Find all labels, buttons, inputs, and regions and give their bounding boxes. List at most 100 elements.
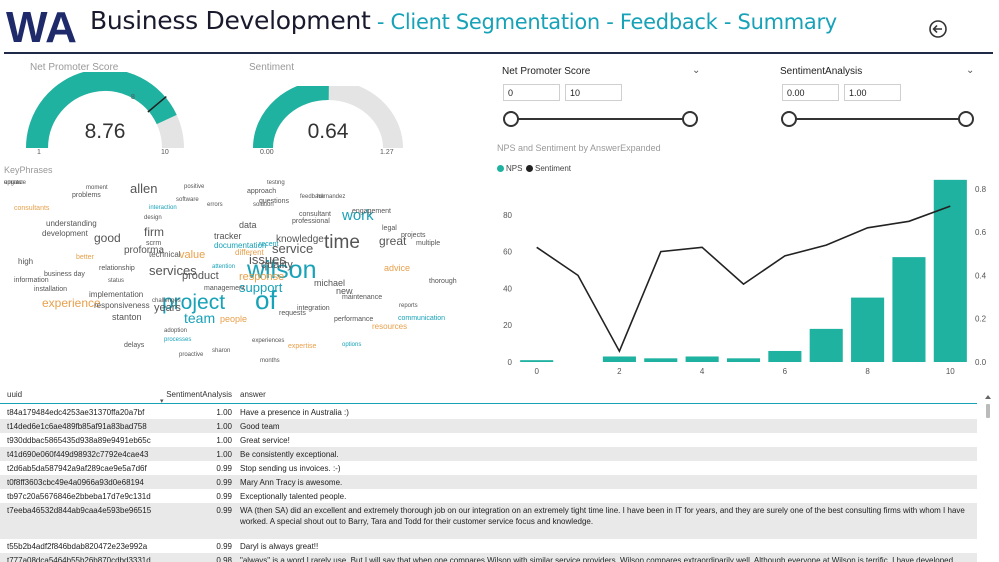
nps-gauge-target-line [147, 96, 167, 113]
sentiment-cell: 1.00 [216, 436, 232, 445]
keyphrase-word: experiences [252, 338, 285, 344]
y-right-tick-label: 0.4 [975, 271, 987, 280]
sentiment-gauge-max: 1.27 [380, 149, 394, 156]
keyphrase-word: reports [399, 303, 418, 309]
answer-cell: WA (then SA) did an excellent and extrem… [240, 506, 965, 526]
keyphrase-word: upgrade [4, 180, 27, 186]
sentiment-line [536, 205, 951, 354]
sentiment-max-input[interactable] [844, 84, 901, 101]
answer-cell: "always" is a word I rarely use. But I w… [240, 556, 954, 562]
keyphrase-word: relationship [99, 265, 135, 272]
table-row[interactable]: t84a179484edc4253ae31370ffa20a7bf 1.00 Hav… [0, 405, 977, 419]
table-row[interactable]: t14ded6e1c6ae489fb85af91a83bad758 1.00 Goo… [0, 419, 977, 433]
keyphrase-word: positive [184, 184, 205, 190]
keyphrase-word: data [239, 220, 257, 230]
keyphrase-word: recent [259, 241, 279, 248]
sentiment-cell: 1.00 [216, 408, 232, 417]
page-title: Business Development - Client Segmentati… [90, 6, 837, 35]
sentiment-slider-track[interactable] [790, 118, 968, 120]
keyphrase-word: knowledge [276, 234, 324, 245]
keyphrase-word: interaction [149, 205, 177, 211]
nps-slider-track[interactable] [512, 118, 690, 120]
table-row[interactable]: tb97c20a5676846e2bbeba17d7e9c131d 0.99 Exc… [0, 489, 977, 503]
sentiment-cell: 0.99 [216, 478, 232, 487]
chevron-down-icon[interactable]: ⌄ [966, 65, 975, 76]
x-tick-label: 6 [783, 367, 788, 376]
x-tick-label: 8 [865, 367, 870, 376]
sentiment-cell: 0.99 [216, 492, 232, 501]
keyphrase-word: feedback [300, 194, 325, 200]
answer-cell: Exceptionally talented people. [240, 492, 347, 501]
keyphrase-word: problems [72, 192, 101, 199]
keyphrase-word: work [342, 207, 374, 224]
keyphrase-word: solution [253, 202, 274, 208]
keyphrase-word: response [239, 271, 285, 283]
sentiment-gauge-fill [253, 86, 330, 149]
sort-desc-icon[interactable]: ▾ [160, 398, 164, 405]
nps-gauge-value: 8.76 [84, 120, 126, 143]
nps-gauge-fill [26, 72, 177, 149]
table-vertical-scrollbar[interactable] [983, 392, 993, 562]
x-tick-label: 2 [617, 367, 622, 376]
keyphrase-word: good [94, 231, 121, 245]
nps-sentiment-chart: 0 20 40 60 80 0.0 0.2 0.4 0.6 0.8 0 2 4 6 8 10 [503, 179, 987, 376]
nps-slider-min-handle[interactable] [503, 111, 519, 127]
nps-min-input[interactable] [503, 84, 560, 101]
answer-cell: Be consistently exceptional. [240, 450, 339, 459]
table-row[interactable]: t7eeba46532d844ab9caa4e593be96515 0.99 WA … [0, 503, 977, 539]
keyphrase-word: questions [259, 198, 289, 205]
keyphrase-word: issues [249, 252, 286, 267]
keyphrase-word: testing [267, 180, 285, 186]
keyphrase-word: delays [124, 342, 145, 349]
keyphrase-word: great [379, 234, 407, 248]
table-row[interactable]: t2d6ab5da587942a9af289cae9e5a7d6f 0.99 Sto… [0, 461, 977, 475]
keyphrase-word: quality [261, 259, 293, 271]
keyphrase-word: new [336, 286, 353, 296]
nps-gauge [26, 72, 184, 149]
uuid-cell: t41d690e060f449d98932c7792e4cae43 [7, 450, 149, 459]
nps-bar [768, 350, 802, 362]
keyphrase-word: wilson [247, 256, 317, 284]
sentiment-min-input[interactable] [782, 84, 839, 101]
legend-sentiment-label: Sentiment [535, 164, 572, 173]
back-arrow-icon[interactable] [928, 19, 948, 39]
keyphrase-word: documentation [214, 241, 267, 250]
column-header-uuid[interactable]: uuid [7, 390, 23, 399]
column-header-sentiment[interactable]: SentimentAnalysis [166, 390, 232, 399]
sentiment-slider-max-handle[interactable] [958, 111, 974, 127]
table-row[interactable]: t41d690e060f449d98932c7792e4cae43 1.00 Be … [0, 447, 977, 461]
keyphrase-word: expertise [288, 343, 317, 350]
keyphrase-word: years [154, 302, 181, 314]
table-row[interactable]: t55b2b4adf2f846bdab820472e23e992a 0.99 Dar… [0, 539, 977, 553]
keyphrase-word: status [108, 278, 125, 284]
answer-cell: Daryl is always great!! [240, 542, 319, 551]
keyphrase-word: firm [144, 225, 164, 239]
keyphrase-word: information [14, 277, 49, 284]
table-header-rule [0, 403, 977, 404]
chevron-down-icon[interactable]: ⌄ [692, 65, 701, 76]
keyphrase-word: engagement [352, 208, 391, 215]
table-row[interactable]: t930ddbac5865435d938a89e9491eb65c 1.00 Gre… [0, 433, 977, 447]
keyphrase-word: installation [34, 286, 68, 293]
table-row[interactable]: t0f8ff3603cbc49e4a0966a93d0e68194 0.99 Mar… [0, 475, 977, 489]
title-sub: - Client Segmentation - Feedback - Summa… [370, 10, 837, 34]
nps-bar [644, 358, 678, 362]
nps-slider-max-handle[interactable] [682, 111, 698, 127]
nps-max-input[interactable] [565, 84, 622, 101]
sentiment-slider-min-handle[interactable] [781, 111, 797, 127]
sentiment-gauge-min: 0.00 [260, 149, 274, 156]
legend-nps-label: NPS [506, 164, 523, 173]
y-right-tick-label: 0.0 [975, 358, 987, 367]
y-left-tick-label: 80 [503, 211, 512, 220]
keyphrase-word: understanding [46, 219, 97, 228]
uuid-cell: t777a08dca5464b55b26b870cdbd3331d [7, 556, 151, 562]
keyphrase-word: processes [164, 337, 192, 343]
column-header-answer[interactable]: answer [240, 390, 266, 399]
nps-gauge-label: Net Promoter Score [30, 62, 119, 73]
sentiment-cell: 0.99 [216, 542, 232, 551]
keyphrase-word: challenges [152, 298, 181, 304]
nps-bar [851, 297, 885, 362]
nps-bar [726, 358, 761, 362]
table-row[interactable]: t777a08dca5464b55b26b870cdbd3331d 0.98 "al… [0, 553, 977, 562]
nps-bar [809, 328, 843, 362]
